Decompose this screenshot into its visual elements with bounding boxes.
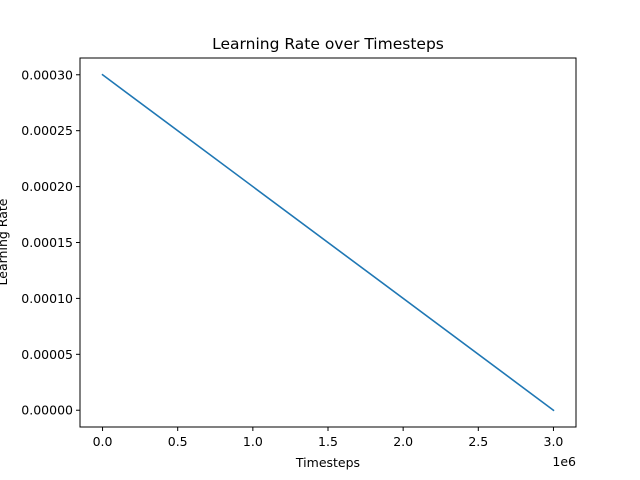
x-axis-offset-label: 1e6 bbox=[552, 454, 576, 469]
x-tick-label: 3.0 bbox=[544, 434, 564, 449]
x-axis-ticks: 0.0 0.5 1.0 1.5 2.0 2.5 3.0 bbox=[93, 427, 564, 449]
y-tick-label: 0.00010 bbox=[21, 291, 73, 306]
plot-area-frame bbox=[79, 57, 577, 428]
y-tick-label: 0.00000 bbox=[21, 403, 73, 418]
y-tick-label: 0.00015 bbox=[21, 235, 73, 250]
y-axis-ticks: 0.00000 0.00005 0.00010 0.00015 0.00020 0.000… bbox=[21, 67, 80, 418]
series-line bbox=[101, 73, 555, 412]
x-tick-label: 0.5 bbox=[168, 434, 188, 449]
y-tick-label: 0.00025 bbox=[21, 123, 73, 138]
x-tick-label: 0.0 bbox=[93, 434, 113, 449]
x-tick-label: 1.0 bbox=[243, 434, 263, 449]
x-tick-label: 2.0 bbox=[393, 434, 413, 449]
y-tick-label: 0.00020 bbox=[21, 179, 73, 194]
series-lines bbox=[101, 73, 555, 412]
x-tick-label: 1.5 bbox=[318, 434, 338, 449]
x-axis-title: Timesteps bbox=[295, 455, 360, 470]
x-tick-label: 2.5 bbox=[468, 434, 488, 449]
y-axis-title: Learning Rate bbox=[0, 198, 10, 285]
y-tick-label: 0.00030 bbox=[21, 67, 73, 82]
chart-title: Learning Rate over Timesteps bbox=[212, 35, 444, 53]
y-tick-label: 0.00005 bbox=[21, 347, 73, 362]
